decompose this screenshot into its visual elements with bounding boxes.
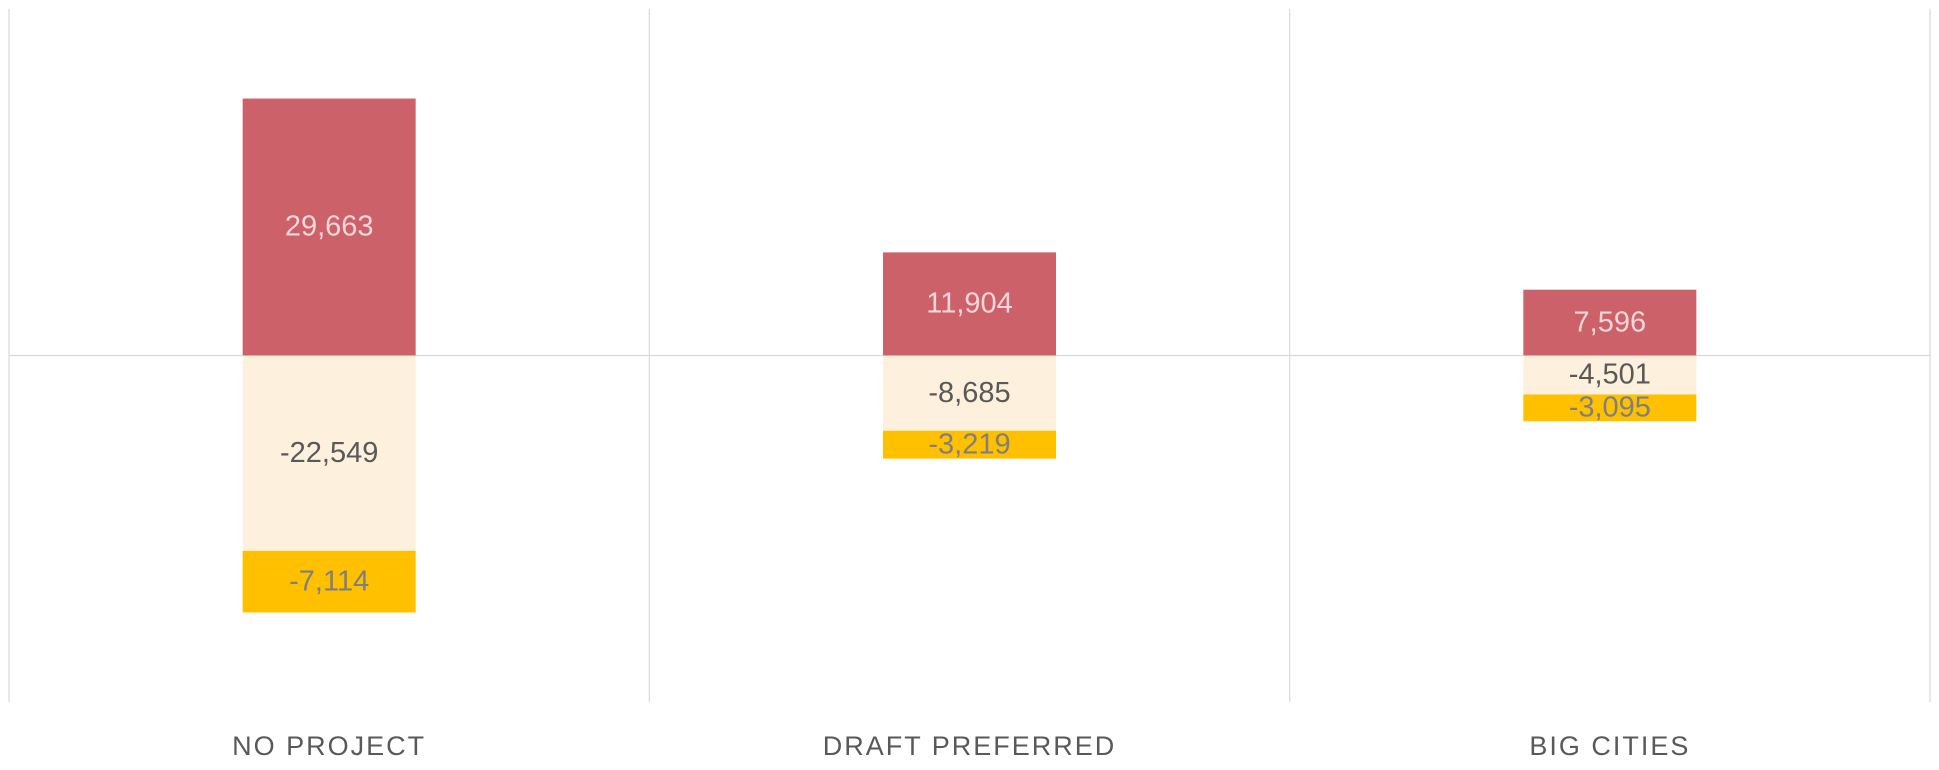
bar-segment	[883, 252, 1056, 356]
bar-segment	[242, 550, 416, 613]
bar-segment	[1523, 394, 1697, 422]
bar-segment	[1523, 355, 1697, 395]
x-tick-label: BIG CITIES	[1529, 731, 1690, 761]
x-tick-label: DRAFT PREFERRED	[823, 731, 1117, 761]
data-label: -3,095	[1569, 392, 1651, 424]
data-label: -3,219	[928, 428, 1010, 460]
data-label: 11,904	[926, 288, 1013, 320]
bar-segment	[1523, 289, 1697, 356]
data-label: 7,596	[1574, 306, 1647, 338]
data-label: 29,663	[285, 211, 374, 243]
bar-segment	[242, 355, 416, 551]
data-label: -8,685	[928, 377, 1010, 409]
data-label: -4,501	[1569, 359, 1651, 391]
bar-segment	[883, 430, 1056, 459]
bar-segment	[242, 98, 416, 356]
data-label: -22,549	[280, 437, 378, 469]
data-label: -7,114	[289, 565, 369, 597]
bar-segment	[883, 355, 1056, 431]
x-tick-label: NO PROJECT	[232, 731, 426, 761]
